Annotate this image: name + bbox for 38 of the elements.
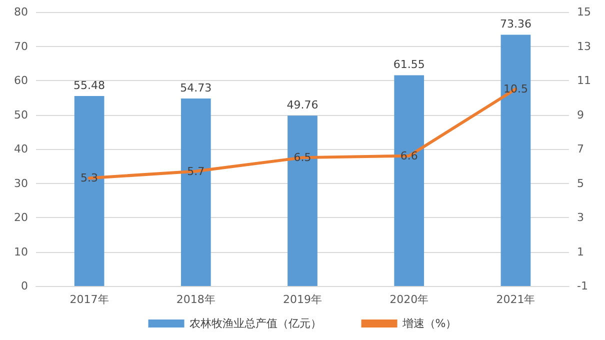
y-tick-label: 60 [14,74,28,87]
data-label: 73.36 [500,18,532,31]
bar [500,34,531,286]
data-label: 55.48 [74,78,106,92]
legend-label: 农林牧渔业总产值（亿元） [189,317,322,330]
y2-tick-label: 7 [577,142,584,156]
data-label: 54.73 [180,82,212,95]
y2-tick-label: 5 [577,176,584,190]
y2-tick-label: 13 [577,40,591,53]
y2-tick-label: 11 [577,74,591,87]
x-tick-label: 2017年 [70,293,109,306]
data-label: 61.55 [393,58,425,72]
y-tick-label: 10 [14,245,28,258]
data-label: 10.5 [503,82,528,96]
x-tick-label: 2019年 [283,293,322,306]
y-tick-label: 50 [14,108,28,122]
x-tick-label: 2021年 [496,293,536,306]
y-tick-label: 80 [14,6,28,18]
y-tick-label: 30 [14,176,28,190]
y2-tick-label: 3 [577,211,584,224]
y-tick-label: 0 [21,280,28,292]
y2-tick-label: 1 [577,245,584,258]
bar [288,116,318,286]
x-tick-label: 2018年 [176,293,216,306]
bar [394,75,424,286]
y-tick-label: 70 [14,40,28,53]
x-tick-label: 2020年 [390,293,429,306]
y2-tick-label: -1 [577,280,588,292]
data-label: 5.3 [80,172,98,185]
bar [180,98,211,286]
y-tick-label: 20 [14,211,28,224]
y-tick-label: 40 [14,142,28,156]
bar [74,96,104,286]
y2-tick-label: 15 [577,6,591,18]
data-label: 49.76 [286,98,318,112]
legend-label: 增速（%） [401,317,457,330]
data-label: 6.5 [294,151,312,164]
y2-tick-label: 9 [577,108,584,122]
